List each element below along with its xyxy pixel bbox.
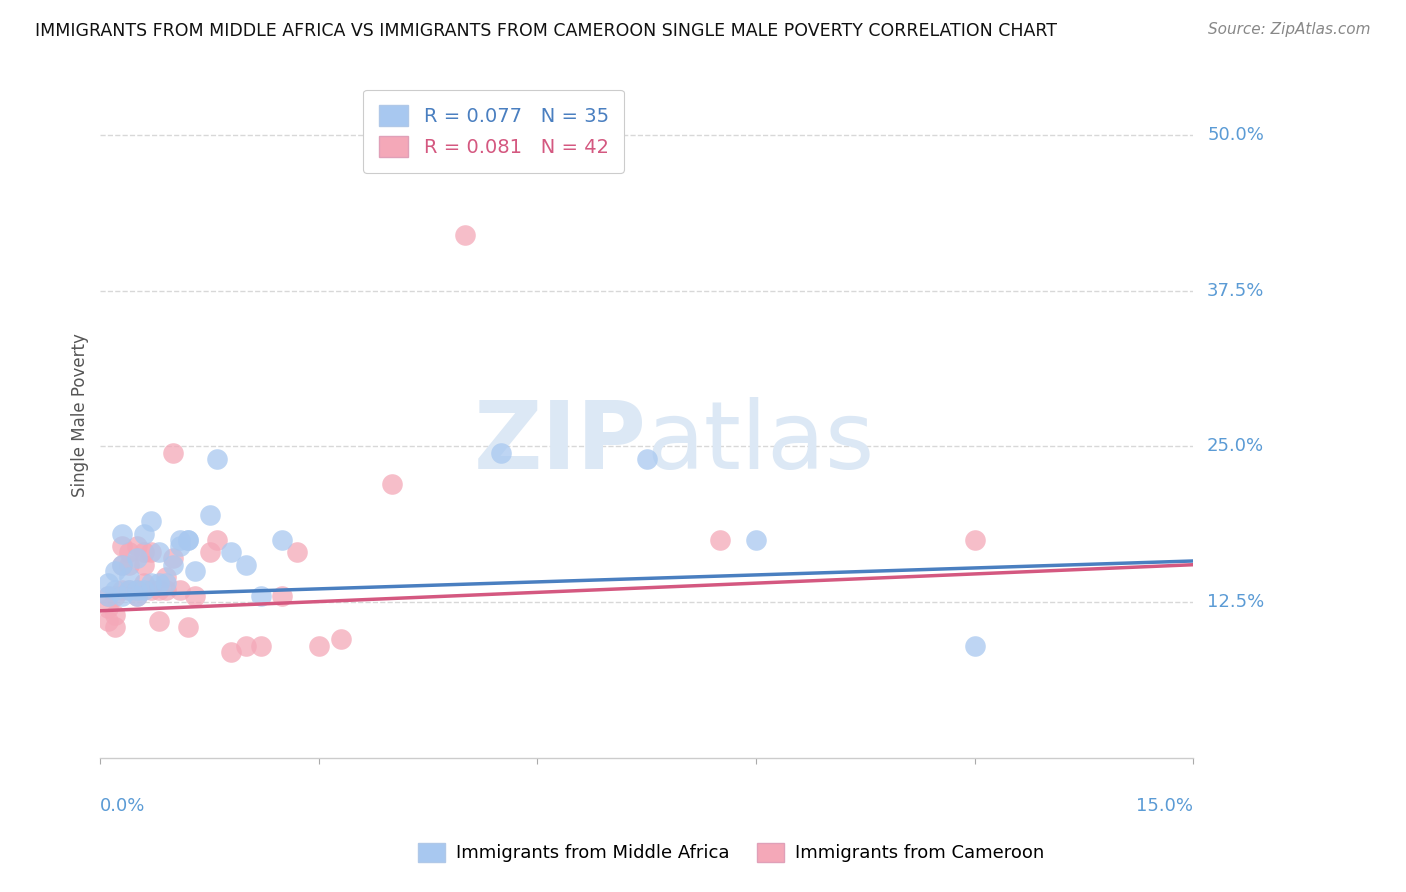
Point [308, 639, 330, 653]
Point [155, 570, 177, 584]
Point [118, 582, 141, 597]
Point [249, 589, 271, 603]
Point [125, 539, 148, 553]
Point [271, 589, 294, 603]
Point [141, 582, 163, 597]
Point [125, 589, 148, 603]
Point [97, 589, 120, 603]
Point [489, 445, 512, 459]
Text: 25.0%: 25.0% [1208, 437, 1264, 456]
Point [169, 533, 191, 547]
Point [285, 545, 308, 559]
Point [118, 582, 141, 597]
Point [97, 576, 120, 591]
Point [177, 620, 200, 634]
Point [709, 533, 731, 547]
Point [132, 545, 155, 559]
Point [184, 589, 207, 603]
Point [148, 614, 170, 628]
Point [141, 545, 163, 559]
Y-axis label: Single Male Poverty: Single Male Poverty [72, 334, 89, 497]
Point [221, 545, 243, 559]
Point [169, 539, 191, 553]
Text: Source: ZipAtlas.com: Source: ZipAtlas.com [1208, 22, 1371, 37]
Point [118, 545, 141, 559]
Point [111, 539, 134, 553]
Point [111, 558, 134, 572]
Point [184, 564, 207, 578]
Point [169, 582, 191, 597]
Point [125, 582, 148, 597]
Point [205, 451, 228, 466]
Point [111, 526, 134, 541]
Text: 0.0%: 0.0% [100, 797, 146, 814]
Point [118, 570, 141, 584]
Point [155, 576, 177, 591]
Point [97, 614, 120, 628]
Point [271, 533, 294, 547]
Point [104, 564, 127, 578]
Point [205, 533, 228, 547]
Legend: R = 0.077   N = 35, R = 0.081   N = 42: R = 0.077 N = 35, R = 0.081 N = 42 [363, 89, 624, 173]
Point [148, 582, 170, 597]
Point [111, 558, 134, 572]
Point [453, 227, 475, 242]
Point [148, 576, 170, 591]
Point [162, 445, 184, 459]
Point [155, 582, 177, 597]
Point [745, 533, 768, 547]
Point [141, 576, 163, 591]
Point [198, 508, 221, 522]
Point [162, 551, 184, 566]
Point [104, 582, 127, 597]
Text: IMMIGRANTS FROM MIDDLE AFRICA VS IMMIGRANTS FROM CAMEROON SINGLE MALE POVERTY CO: IMMIGRANTS FROM MIDDLE AFRICA VS IMMIGRA… [35, 22, 1057, 40]
Point [111, 589, 134, 603]
Point [198, 545, 221, 559]
Text: 37.5%: 37.5% [1208, 282, 1264, 300]
Point [235, 558, 257, 572]
Point [118, 558, 141, 572]
Point [177, 533, 200, 547]
Point [148, 545, 170, 559]
Point [132, 582, 155, 597]
Point [111, 582, 134, 597]
Point [221, 645, 243, 659]
Point [141, 514, 163, 528]
Point [963, 639, 986, 653]
Point [132, 526, 155, 541]
Text: 15.0%: 15.0% [1136, 797, 1194, 814]
Legend: Immigrants from Middle Africa, Immigrants from Cameroon: Immigrants from Middle Africa, Immigrant… [411, 836, 1052, 870]
Point [104, 589, 127, 603]
Point [104, 620, 127, 634]
Text: atlas: atlas [647, 397, 875, 489]
Point [132, 558, 155, 572]
Point [381, 476, 404, 491]
Point [132, 576, 155, 591]
Point [125, 551, 148, 566]
Text: 50.0%: 50.0% [1208, 127, 1264, 145]
Point [97, 589, 120, 603]
Point [249, 639, 271, 653]
Point [125, 589, 148, 603]
Text: 12.5%: 12.5% [1208, 593, 1264, 611]
Point [104, 607, 127, 622]
Point [125, 582, 148, 597]
Point [636, 451, 658, 466]
Point [235, 639, 257, 653]
Point [162, 558, 184, 572]
Point [177, 533, 200, 547]
Point [329, 632, 352, 647]
Point [963, 533, 986, 547]
Point [97, 601, 120, 615]
Text: ZIP: ZIP [474, 397, 647, 489]
